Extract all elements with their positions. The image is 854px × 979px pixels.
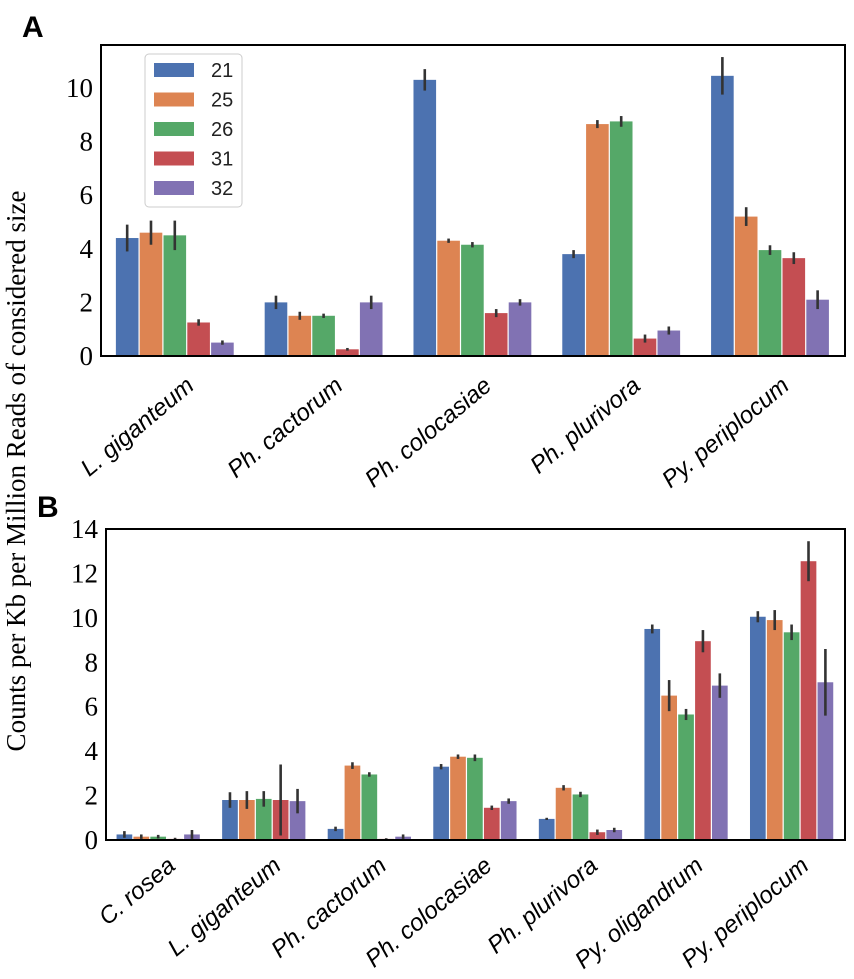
panel-a-bar-ph-plurivora-32 — [657, 330, 681, 356]
panel-a-bar-py-periplocum-31 — [782, 258, 806, 356]
panel-b-x-tick-label: C. rosea — [94, 852, 181, 931]
panel-a-y-tick-label: 8 — [80, 127, 94, 157]
panel-b-bar-py-periplocum-32 — [817, 682, 834, 840]
panel-b-bar-py-oligandrum-31 — [695, 641, 711, 840]
legend-label-26: 26 — [211, 119, 233, 141]
panel-a-bar-ph-plurivora-31 — [633, 338, 657, 356]
panel-b-bar-ph-plurivora-26 — [572, 794, 589, 840]
legend-label-31: 31 — [211, 149, 233, 171]
panel-a-bar-ph-colocasiae-32 — [508, 302, 532, 356]
panel-b-bar-py-oligandrum-32 — [711, 685, 728, 840]
panel-b-bar-ph-colocasiae-32 — [500, 801, 517, 841]
panel-b-bar-l-giganteum-26 — [255, 798, 272, 840]
legend-swatch-26 — [154, 122, 194, 136]
legend-label-21: 21 — [211, 60, 233, 82]
panel-b-bar-py-periplocum-21 — [749, 616, 766, 840]
panel-b-bar-l-giganteum-32 — [289, 801, 306, 841]
panel-b-bar-ph-cactorum-25 — [344, 765, 361, 840]
panel-b-bar-py-oligandrum-21 — [644, 628, 661, 840]
panel-a-bar-ph-colocasiae-31 — [484, 313, 508, 356]
panel-b-bar-py-periplocum-25 — [766, 620, 783, 840]
panel-a-bar-ph-plurivora-26 — [609, 121, 633, 356]
panel-a-bar-py-periplocum-21 — [711, 75, 734, 356]
panel-b-y-tick-label: 14 — [71, 514, 99, 544]
panel-b-y-tick-label: 10 — [71, 603, 98, 633]
panel-b-y-tick-label: 2 — [85, 781, 99, 811]
panel-a-bar-ph-plurivora-25 — [586, 124, 609, 356]
panel-b-bar-ph-plurivora-31 — [589, 832, 606, 840]
panel-a-x-tick-label: L. giganteum — [76, 372, 200, 482]
panel-b-y-tick-label: 6 — [85, 692, 99, 722]
panel-b-y-tick-label: 12 — [71, 558, 98, 588]
panel-b-bar-ph-cactorum-26 — [361, 774, 378, 840]
panel-b-bar-ph-colocasiae-25 — [450, 756, 466, 840]
panel-a-x-tick-label: Ph. colocasiae — [360, 372, 497, 493]
panel-a-chart: A 0 2 4 6 8 10 L. giganteum Ph. cactorum Ph. co… — [22, 11, 846, 494]
panel-b-bar-ph-plurivora-21 — [538, 818, 555, 840]
panel-b-bar-py-periplocum-26 — [783, 632, 800, 840]
legend-swatch-21 — [154, 63, 194, 77]
panel-b-bar-ph-plurivora-25 — [555, 787, 572, 840]
legend-swatch-32 — [154, 181, 194, 195]
panel-a-bar-l-giganteum-26 — [163, 235, 187, 356]
panel-a-bar-ph-cactorum-25 — [288, 315, 312, 356]
panel-b-bar-ph-colocasiae-26 — [467, 757, 483, 840]
panel-a-bar-l-giganteum-31 — [187, 322, 210, 356]
panel-b-bar-l-giganteum-21 — [222, 800, 238, 840]
panel-b-bar-ph-cactorum-21 — [327, 828, 344, 840]
panel-a-bar-ph-colocasiae-25 — [437, 240, 460, 356]
panel-a-bar-l-giganteum-32 — [211, 342, 234, 356]
panel-b-bar-py-oligandrum-25 — [661, 695, 677, 840]
panel-a-axes-frame — [100, 44, 846, 357]
panel-b-bar-py-oligandrum-26 — [678, 714, 694, 840]
panel-a-legend: 21 25 26 31 32 — [144, 53, 243, 208]
panel-a-bar-ph-cactorum-21 — [264, 302, 288, 356]
legend-label-32: 32 — [211, 178, 233, 200]
panel-a-y-tick-label: 6 — [80, 180, 94, 210]
panel-a-bar-ph-plurivora-21 — [562, 254, 585, 356]
y-axis-label: Counts per Kb per Million Reads of consi… — [1, 191, 31, 752]
legend-label-25: 25 — [211, 90, 233, 112]
panel-a-bar-l-giganteum-21 — [115, 238, 139, 356]
panel-b-bar-ph-colocasiae-31 — [483, 807, 500, 840]
panel-a-bar-l-giganteum-25 — [139, 232, 163, 356]
panel-a-bar-ph-cactorum-32 — [359, 302, 383, 356]
panel-b-bar-ph-colocasiae-21 — [433, 766, 449, 840]
panel-b-axes-frame — [105, 528, 846, 841]
panel-a-x-tick-label: Py. periplocum — [657, 372, 795, 494]
panel-a-y-tick-label: 0 — [80, 341, 94, 371]
panel-b-bar-py-periplocum-31 — [800, 561, 817, 840]
panel-a-bar-ph-cactorum-26 — [312, 315, 335, 356]
panel-a-bar-ph-colocasiae-21 — [413, 79, 437, 356]
panel-a-bar-py-periplocum-25 — [734, 216, 758, 356]
panel-a-y-tick-label: 10 — [66, 73, 93, 103]
legend-swatch-31 — [154, 151, 194, 166]
panel-a-letter: A — [22, 11, 44, 44]
panel-a-bar-ph-cactorum-31 — [336, 349, 359, 356]
legend-swatch-25 — [154, 92, 194, 107]
panel-a-x-tick-label: Ph. cactorum — [222, 372, 348, 484]
panel-a-bar-ph-colocasiae-26 — [461, 244, 484, 356]
panel-b-y-tick-label: 8 — [85, 647, 99, 677]
panel-a-x-tick-label: Ph. plurivora — [525, 372, 646, 479]
panel-a-y-tick-label: 2 — [80, 287, 94, 317]
panel-b-letter: B — [37, 491, 59, 524]
panel-b-bar-ph-plurivora-32 — [606, 830, 623, 840]
panel-a-bar-py-periplocum-26 — [758, 250, 782, 356]
panel-a-bar-py-periplocum-32 — [806, 299, 829, 356]
panel-b-y-tick-label: 0 — [85, 825, 99, 855]
panel-b-bar-l-giganteum-25 — [239, 800, 255, 840]
panel-b-y-tick-label: 4 — [85, 736, 99, 766]
panel-a-y-tick-label: 4 — [80, 234, 94, 264]
